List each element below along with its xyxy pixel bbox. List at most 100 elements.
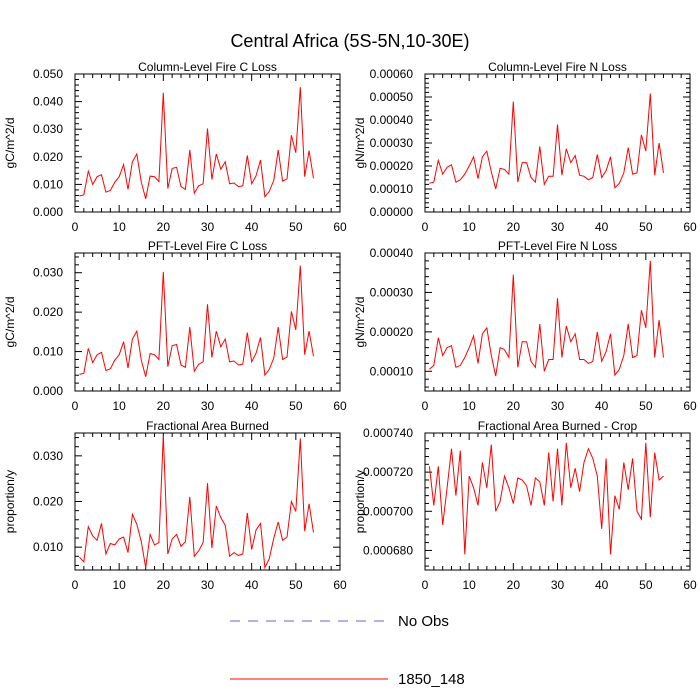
y-tick-label: 0.000 (33, 205, 63, 219)
x-tick-label: 10 (112, 399, 126, 413)
y-axis-label: gN/m^2/d (353, 118, 367, 169)
panel-column-fire-n-loss: Column-Level Fire N Loss gN/m^2/d 0 10 20 30 4… (353, 60, 697, 234)
panel-pft-fire-c-loss: PFT-Level Fire C Loss gC/m^2/d 0 10 20 30 40 50… (3, 239, 347, 413)
y-axis-label: gC/m^2/d (3, 297, 17, 348)
panel-column-fire-c-loss: Column-Level Fire C Loss gC/m^2/d 0 10 20 30 4… (3, 60, 347, 234)
x-tick-label: 30 (201, 578, 215, 592)
panel-title: Fractional Area Burned - Crop (478, 419, 638, 433)
x-tick-label: 60 (683, 399, 697, 413)
x-tick-label: 40 (595, 399, 609, 413)
panel-fractional-area-burned-crop: Fractional Area Burned - Crop proportion/… (353, 419, 697, 592)
x-tick-label: 20 (157, 399, 171, 413)
panel-title: PFT-Level Fire C Loss (148, 239, 267, 253)
series-line-1850-148 (428, 442, 664, 555)
y-axis-label: gN/m^2/d (353, 297, 367, 348)
y-tick-label: 0.00040 (370, 246, 414, 260)
panel-title: Fractional Area Burned (146, 419, 269, 433)
y-tick-label: 0.00010 (370, 182, 414, 196)
y-tick-label: 0.050 (33, 67, 63, 81)
panel-title: Column-Level Fire N Loss (488, 60, 627, 74)
x-tick-label: 50 (639, 220, 653, 234)
legend-item-1850-148: 1850_148 (230, 671, 465, 688)
x-tick-label: 0 (422, 220, 429, 234)
x-tick-label: 60 (683, 578, 697, 592)
x-tick-label: 0 (72, 399, 79, 413)
y-tick-label: 0.00020 (370, 325, 414, 339)
y-tick-label: 0.020 (33, 495, 63, 509)
plot-frame (74, 432, 341, 571)
x-tick-label: 60 (683, 220, 697, 234)
y-axis-label: proportion/y (353, 470, 367, 533)
x-tick-label: 10 (462, 399, 476, 413)
legend-label-no-obs: No Obs (398, 613, 449, 630)
x-tick-label: 40 (245, 399, 259, 413)
y-tick-label: 0.000740 (363, 426, 413, 440)
y-tick-label: 0.000680 (363, 543, 413, 557)
series-line-1850-148 (79, 87, 314, 199)
panel-fractional-area-burned: Fractional Area Burned proportion/y 0 10 20 3… (3, 419, 347, 592)
x-tick-label: 10 (462, 578, 476, 592)
x-tick-label: 40 (245, 578, 259, 592)
y-tick-label: 0.020 (33, 305, 63, 319)
x-tick-label: 60 (333, 578, 347, 592)
x-tick-label: 30 (551, 399, 565, 413)
series-line-1850-148 (79, 265, 314, 377)
legend-label-1850-148: 1850_148 (398, 671, 465, 688)
x-tick-label: 30 (551, 220, 565, 234)
y-tick-label: 0.00040 (370, 113, 414, 127)
y-axis-label: gC/m^2/d (3, 118, 17, 169)
x-tick-label: 40 (595, 220, 609, 234)
panel-title: Column-Level Fire C Loss (138, 60, 277, 74)
plot-frame (424, 252, 691, 392)
y-axis-label: proportion/y (3, 470, 17, 533)
x-tick-label: 20 (507, 399, 521, 413)
x-tick-label: 20 (157, 578, 171, 592)
x-tick-label: 50 (639, 578, 653, 592)
y-tick-label: 0.00000 (370, 205, 414, 219)
y-tick-label: 0.030 (33, 449, 63, 463)
x-tick-label: 0 (72, 220, 79, 234)
series-line-1850-148 (429, 93, 664, 190)
x-tick-label: 0 (422, 399, 429, 413)
x-tick-label: 30 (201, 220, 215, 234)
x-tick-label: 10 (462, 220, 476, 234)
legend: No Obs 1850_148 (230, 613, 465, 688)
x-tick-label: 30 (551, 578, 565, 592)
series-line-1850-148 (79, 435, 314, 570)
y-tick-label: 0.00050 (370, 90, 414, 104)
y-tick-label: 0.010 (33, 345, 63, 359)
y-tick-label: 0.00030 (370, 285, 414, 299)
y-tick-label: 0.00020 (370, 159, 414, 173)
y-tick-label: 0.020 (33, 150, 63, 164)
x-tick-label: 40 (245, 220, 259, 234)
x-tick-label: 10 (112, 578, 126, 592)
y-tick-label: 0.030 (33, 122, 63, 136)
x-tick-label: 50 (639, 399, 653, 413)
y-tick-label: 0.030 (33, 266, 63, 280)
panel-title: PFT-Level Fire N Loss (498, 239, 617, 253)
x-tick-label: 20 (507, 220, 521, 234)
y-tick-label: 0.000 (33, 384, 63, 398)
x-tick-label: 60 (333, 399, 347, 413)
y-tick-label: 0.040 (33, 95, 63, 109)
legend-item-no-obs: No Obs (230, 613, 449, 630)
x-tick-label: 50 (289, 578, 303, 592)
y-tick-label: 0.000720 (363, 465, 413, 479)
x-tick-label: 20 (507, 578, 521, 592)
x-tick-label: 50 (289, 220, 303, 234)
y-tick-label: 0.00030 (370, 136, 414, 150)
x-tick-label: 60 (333, 220, 347, 234)
panels-group: Column-Level Fire C Loss gC/m^2/d 0 10 20 30 4… (3, 60, 697, 592)
y-tick-label: 0.00010 (370, 364, 414, 378)
x-tick-label: 10 (112, 220, 126, 234)
figure-title: Central Africa (5S-5N,10-30E) (230, 31, 469, 51)
panel-pft-fire-n-loss: PFT-Level Fire N Loss gN/m^2/d 0 10 20 30 40 50… (353, 239, 697, 413)
x-tick-label: 20 (157, 220, 171, 234)
y-tick-label: 0.000700 (363, 504, 413, 518)
y-tick-label: 0.010 (33, 540, 63, 554)
x-tick-label: 0 (422, 578, 429, 592)
x-tick-label: 0 (72, 578, 79, 592)
y-tick-label: 0.00060 (370, 67, 414, 81)
y-tick-label: 0.010 (33, 177, 63, 191)
